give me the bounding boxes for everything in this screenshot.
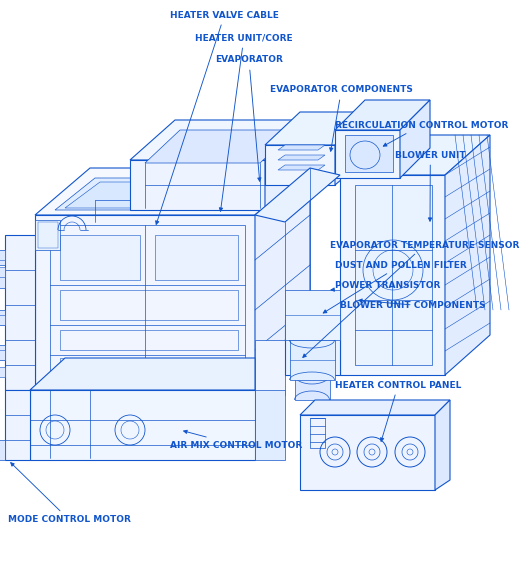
Polygon shape <box>0 250 5 260</box>
Polygon shape <box>445 135 490 375</box>
Polygon shape <box>0 250 5 265</box>
Polygon shape <box>155 235 238 280</box>
Polygon shape <box>265 112 370 145</box>
Polygon shape <box>0 315 5 325</box>
Polygon shape <box>0 367 5 377</box>
Polygon shape <box>65 182 275 208</box>
Polygon shape <box>345 135 393 172</box>
Text: HEATER CONTROL PANEL: HEATER CONTROL PANEL <box>335 380 461 441</box>
Polygon shape <box>255 168 340 222</box>
Text: HEATER VALVE CABLE: HEATER VALVE CABLE <box>156 10 279 224</box>
Text: HEATER UNIT/CORE: HEATER UNIT/CORE <box>195 34 293 211</box>
Polygon shape <box>0 267 5 277</box>
Polygon shape <box>255 168 310 395</box>
Text: RECIRCULATION CONTROL MOTOR: RECIRCULATION CONTROL MOTOR <box>335 121 508 146</box>
Polygon shape <box>278 155 325 160</box>
Polygon shape <box>265 145 335 185</box>
Polygon shape <box>300 415 435 490</box>
Polygon shape <box>285 320 340 375</box>
Polygon shape <box>265 120 310 210</box>
Polygon shape <box>340 135 490 175</box>
Text: BLOWER UNIT: BLOWER UNIT <box>395 150 466 221</box>
Polygon shape <box>35 215 255 395</box>
Polygon shape <box>5 235 35 390</box>
Polygon shape <box>340 175 445 375</box>
Text: MODE CONTROL MOTOR: MODE CONTROL MOTOR <box>8 463 131 524</box>
Text: EVAPORATOR: EVAPORATOR <box>215 56 283 181</box>
Polygon shape <box>435 400 450 490</box>
Text: POWER TRANSISTOR: POWER TRANSISTOR <box>331 281 440 291</box>
Polygon shape <box>5 390 30 460</box>
Polygon shape <box>145 130 295 163</box>
Polygon shape <box>130 160 265 210</box>
Polygon shape <box>0 275 5 288</box>
Polygon shape <box>0 350 5 360</box>
Polygon shape <box>35 220 60 250</box>
Polygon shape <box>255 390 285 460</box>
Polygon shape <box>255 340 285 395</box>
Polygon shape <box>0 345 5 360</box>
Polygon shape <box>400 100 430 178</box>
Polygon shape <box>290 340 335 380</box>
Polygon shape <box>0 310 5 325</box>
Text: BLOWER UNIT COMPONENTS: BLOWER UNIT COMPONENTS <box>340 299 486 310</box>
Polygon shape <box>355 185 432 365</box>
Polygon shape <box>0 440 5 460</box>
Polygon shape <box>55 178 285 210</box>
Polygon shape <box>295 375 330 400</box>
Text: EVAPORATOR COMPONENTS: EVAPORATOR COMPONENTS <box>270 85 413 151</box>
Polygon shape <box>335 112 370 185</box>
Text: AIR MIX CONTROL MOTOR: AIR MIX CONTROL MOTOR <box>170 430 302 450</box>
Polygon shape <box>278 145 325 150</box>
Polygon shape <box>60 235 140 280</box>
Polygon shape <box>30 358 255 390</box>
Polygon shape <box>285 290 340 340</box>
Polygon shape <box>130 120 310 160</box>
Polygon shape <box>335 100 430 130</box>
Polygon shape <box>278 165 325 170</box>
Polygon shape <box>300 400 450 415</box>
Text: DUST AND POLLEN FILTER: DUST AND POLLEN FILTER <box>323 260 467 313</box>
Polygon shape <box>30 390 255 460</box>
Polygon shape <box>35 168 310 215</box>
Polygon shape <box>335 130 400 178</box>
Text: EVAPORATOR TEMPERATURE SENSOR: EVAPORATOR TEMPERATURE SENSOR <box>303 241 520 357</box>
